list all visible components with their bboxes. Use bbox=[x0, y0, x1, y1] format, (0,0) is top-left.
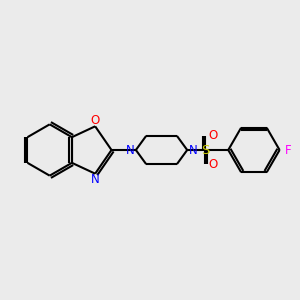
Text: F: F bbox=[285, 143, 291, 157]
Text: S: S bbox=[201, 143, 209, 157]
Text: N: N bbox=[189, 143, 198, 157]
Text: O: O bbox=[208, 129, 217, 142]
Text: N: N bbox=[125, 143, 134, 157]
Text: O: O bbox=[91, 114, 100, 127]
Text: N: N bbox=[91, 173, 100, 186]
Text: O: O bbox=[208, 158, 217, 171]
